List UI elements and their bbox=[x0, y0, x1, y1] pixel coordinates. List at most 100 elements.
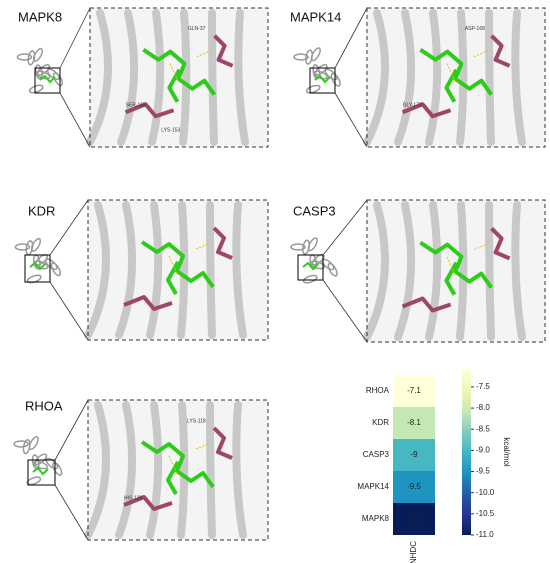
colorbar-tick-label: -10.5 bbox=[476, 509, 495, 518]
row-label: MAPK14 bbox=[357, 482, 389, 491]
colorbar-tick-label: -10.0 bbox=[476, 488, 495, 497]
zoom-connector bbox=[59, 92, 91, 148]
residue-label: ASP-168 bbox=[465, 26, 485, 32]
protein-ribbon bbox=[311, 253, 325, 266]
protein-ribbon bbox=[485, 9, 495, 146]
docking-panel: RHOA LYS-118 HIS-126 bbox=[13, 398, 269, 541]
protein-ribbon bbox=[456, 9, 468, 146]
ligand bbox=[142, 48, 217, 103]
protein-ribbon bbox=[177, 401, 189, 539]
protein-ribbon bbox=[146, 401, 163, 539]
detail-box bbox=[366, 199, 546, 343]
protein-ribbon bbox=[363, 201, 389, 341]
heatmap-cell bbox=[393, 407, 435, 439]
zoom-connector bbox=[49, 281, 89, 341]
protein-ribbon bbox=[177, 201, 189, 339]
protein-ribbon bbox=[310, 47, 321, 62]
colorbar-tick-label: -8.5 bbox=[476, 424, 490, 433]
ligand bbox=[140, 440, 215, 495]
protein-ribbon bbox=[206, 201, 216, 339]
ligand bbox=[140, 240, 215, 295]
row-label: MAPK8 bbox=[362, 514, 390, 523]
ligand bbox=[314, 74, 331, 84]
ligand bbox=[419, 48, 494, 103]
detail-box bbox=[366, 7, 546, 148]
protein-ribbon bbox=[50, 262, 62, 277]
protein-ribbon bbox=[425, 9, 442, 146]
detail-box bbox=[89, 7, 269, 148]
protein-ribbon bbox=[511, 201, 526, 341]
residue bbox=[401, 34, 511, 119]
panel-title: MAPK8 bbox=[18, 9, 62, 24]
protein-ribbon bbox=[305, 49, 313, 65]
residue bbox=[124, 34, 234, 119]
protein-ribbon bbox=[27, 50, 36, 66]
protein-ribbon bbox=[394, 201, 416, 341]
residue bbox=[401, 226, 511, 313]
protein-ribbon bbox=[34, 453, 48, 466]
protein-ribbon bbox=[310, 260, 325, 270]
zoom-box bbox=[27, 459, 56, 486]
cell-label: -9 bbox=[410, 450, 418, 459]
protein-ribbon bbox=[146, 201, 163, 339]
residue-label: HIS-126 bbox=[124, 495, 143, 501]
row-label: CASP3 bbox=[363, 450, 390, 459]
protein-ribbon bbox=[232, 401, 247, 539]
protein-ribbon bbox=[45, 457, 59, 470]
colorbar-tick-label: -9.0 bbox=[476, 445, 490, 454]
zoom-connector bbox=[59, 7, 91, 69]
h-bond bbox=[169, 50, 211, 82]
heatmap-cell bbox=[393, 471, 435, 503]
protein-ribbon bbox=[327, 262, 338, 277]
panel-title: MAPK14 bbox=[290, 9, 341, 24]
colorbar-label: kcal/mol bbox=[502, 437, 511, 467]
protein-ribbon bbox=[148, 9, 165, 146]
colorbar-tick-label: -9.5 bbox=[476, 467, 490, 476]
docking-panel: MAPK8 GLN-37 SER-155 LYS-153 bbox=[16, 7, 269, 148]
protein-ribbon bbox=[115, 201, 137, 339]
protein-ribbon bbox=[84, 401, 110, 539]
protein-ribbon bbox=[28, 436, 39, 451]
heatmap-cell bbox=[393, 503, 435, 535]
protein-ribbon bbox=[84, 201, 110, 339]
h-bond bbox=[168, 442, 211, 475]
protein-ribbon bbox=[313, 70, 328, 80]
row-label: RHOA bbox=[366, 386, 390, 395]
docking-panel: CASP3 bbox=[290, 199, 546, 343]
zoom-box bbox=[297, 254, 324, 281]
protein-ribbon bbox=[302, 274, 318, 284]
heatmap-cell bbox=[393, 439, 435, 471]
protein-ribbon bbox=[330, 72, 341, 87]
cell-label: -8.1 bbox=[407, 418, 421, 427]
protein-ribbon bbox=[307, 237, 318, 252]
residue bbox=[123, 426, 233, 511]
h-bond bbox=[168, 242, 211, 275]
column-label: NHDC bbox=[409, 541, 418, 563]
protein-ribbon bbox=[305, 84, 321, 94]
protein-ribbon bbox=[22, 439, 31, 455]
residue-label: GLY-170 bbox=[403, 103, 422, 109]
ligand bbox=[419, 240, 494, 296]
zoom-box bbox=[34, 67, 61, 94]
protein-ribbon bbox=[425, 201, 442, 341]
docking-panel: KDR bbox=[14, 199, 269, 341]
colorbar-tick-label: -7.5 bbox=[476, 382, 490, 391]
detail-box bbox=[87, 199, 269, 341]
protein-ribbon bbox=[394, 9, 416, 146]
colorbar-tick-label: -11.0 bbox=[476, 530, 494, 539]
protein-ribbon bbox=[179, 9, 191, 146]
heatmap-cell bbox=[393, 375, 435, 407]
panel-title: RHOA bbox=[25, 398, 63, 413]
colorbar bbox=[462, 370, 471, 535]
protein-ribbon bbox=[32, 47, 44, 62]
protein-ribbon bbox=[363, 9, 389, 146]
protein-ribbon bbox=[511, 9, 526, 146]
colorbar-tick-label: -8.0 bbox=[476, 403, 490, 412]
zoom-connector bbox=[54, 399, 89, 461]
protein-ribbon bbox=[232, 201, 247, 339]
protein-ribbon bbox=[52, 72, 64, 87]
protein-ribbon bbox=[115, 401, 137, 539]
protein-ribbon bbox=[290, 243, 306, 251]
cell-label: -11 bbox=[409, 514, 421, 523]
zoom-box bbox=[309, 67, 336, 94]
